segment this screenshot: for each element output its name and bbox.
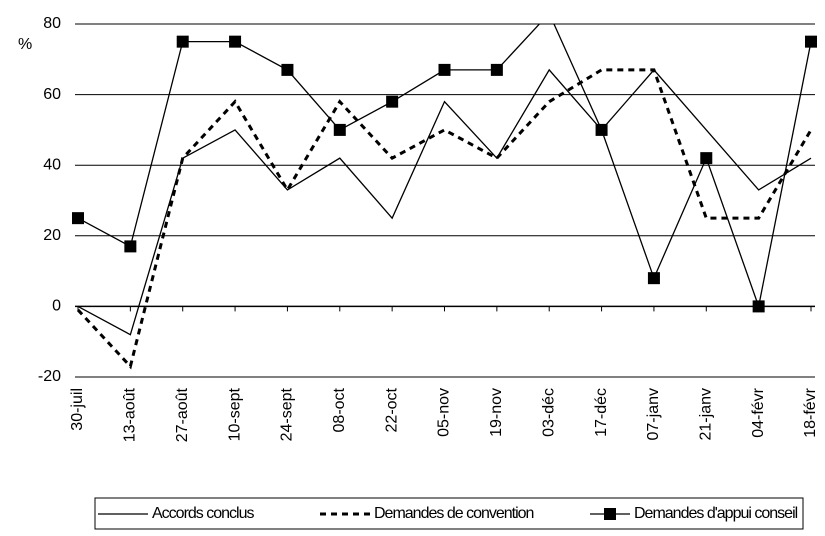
point-marker <box>386 95 399 108</box>
legend-marker <box>604 508 616 520</box>
x-tick-label: 10-sept <box>226 387 243 441</box>
y-tick-label: 20 <box>43 227 61 244</box>
legend-label: Demandes de convention <box>374 505 534 522</box>
x-tick-label: 07-janv <box>645 388 662 440</box>
x-tick-label: 13-août <box>122 387 139 442</box>
x-tick-label: 24-sept <box>279 387 296 441</box>
series-line <box>77 68 812 336</box>
x-tick-label: 27-août <box>174 387 191 442</box>
x-tick-label: 08-oct <box>331 387 348 432</box>
point-marker <box>805 35 817 48</box>
point-marker <box>490 63 503 76</box>
point-marker <box>229 35 242 48</box>
x-tick-label: 05-nov <box>436 388 453 437</box>
series-line <box>76 68 813 370</box>
point-marker <box>752 300 765 313</box>
point-marker <box>700 152 713 165</box>
y-tick-label: 0 <box>52 298 61 315</box>
x-tick-label: 03-déc <box>540 388 557 437</box>
point-marker <box>647 272 660 285</box>
point-marker <box>543 7 555 19</box>
point-marker <box>333 123 346 136</box>
legend-label: Demandes d'appui conseil <box>634 505 798 522</box>
point-marker <box>438 63 451 76</box>
legend-label: Accords conclus <box>152 505 254 522</box>
y-tick-label: 40 <box>43 156 61 173</box>
point-marker <box>124 240 137 253</box>
x-tick-label: 30-juil <box>69 388 86 431</box>
point-marker <box>176 35 189 48</box>
x-tick-label: 22-oct <box>383 387 400 432</box>
point-marker <box>72 212 84 225</box>
legend-box <box>94 497 804 530</box>
y-tick-label: -20 <box>38 368 61 385</box>
x-tick-label: 17-déc <box>593 388 610 437</box>
y-tick-label: 60 <box>43 86 61 103</box>
x-tick-label: 18-févr <box>802 387 819 437</box>
point-marker <box>281 63 294 76</box>
x-tick-label: 19-nov <box>488 388 505 437</box>
y-axis-label: % <box>18 36 32 53</box>
x-tick-label: 04-févr <box>750 387 767 437</box>
point-marker <box>595 123 608 136</box>
y-tick-label: 80 <box>43 15 61 32</box>
plot-area <box>72 7 817 370</box>
x-tick-label: 21-janv <box>698 388 715 440</box>
